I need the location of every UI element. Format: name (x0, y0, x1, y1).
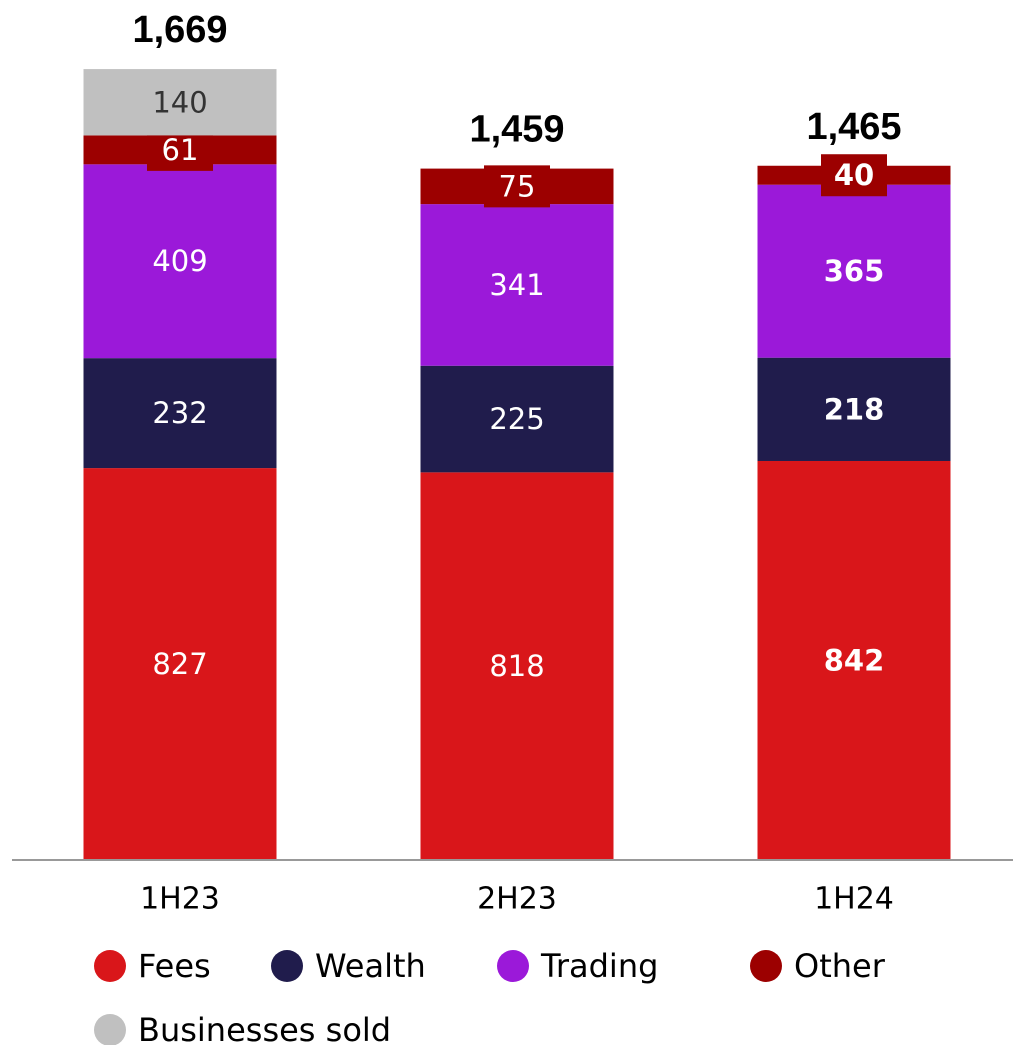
value-label: 75 (499, 169, 536, 203)
value-label: 818 (489, 649, 544, 683)
bar-segment (83, 69, 277, 136)
legend-swatch (750, 950, 782, 982)
bar-segment (83, 164, 277, 359)
x-tick-label: 1H23 (140, 882, 220, 917)
total-label: 1,465 (806, 106, 901, 148)
value-label: 40 (834, 158, 874, 192)
bar-segment (420, 365, 614, 473)
value-label: 140 (152, 85, 207, 119)
value-label: 409 (152, 244, 207, 278)
bar-segment (420, 472, 614, 860)
legend-label: Other (794, 947, 886, 985)
value-label: 341 (489, 268, 544, 302)
total-label: 1,669 (132, 9, 227, 51)
value-label: 827 (152, 647, 207, 681)
legend-swatch (94, 1014, 126, 1045)
x-tick-label: 2H23 (477, 882, 557, 917)
bar-segment (83, 468, 277, 860)
bar-segment (757, 357, 951, 461)
bar-segment (757, 460, 951, 860)
value-label: 225 (489, 402, 544, 436)
bar-segment (83, 358, 277, 469)
bar-segment (757, 184, 951, 358)
legend-swatch (271, 950, 303, 982)
legend-label: Fees (138, 947, 211, 985)
value-label: 365 (824, 254, 885, 288)
total-label: 1,459 (469, 109, 564, 151)
label-box (821, 154, 887, 197)
value-label: 842 (824, 643, 885, 677)
value-label: 232 (152, 396, 207, 430)
bar-segment (420, 204, 614, 366)
legend-swatch (94, 950, 126, 982)
label-box (147, 128, 213, 171)
legend-swatch (497, 950, 529, 982)
legend-label: Businesses sold (138, 1011, 391, 1045)
value-label: 61 (162, 133, 199, 167)
legend-label: Trading (540, 947, 658, 985)
x-tick-label: 1H24 (814, 882, 894, 917)
label-box (484, 165, 550, 208)
value-label: 218 (824, 392, 885, 426)
legend-label: Wealth (315, 947, 426, 985)
